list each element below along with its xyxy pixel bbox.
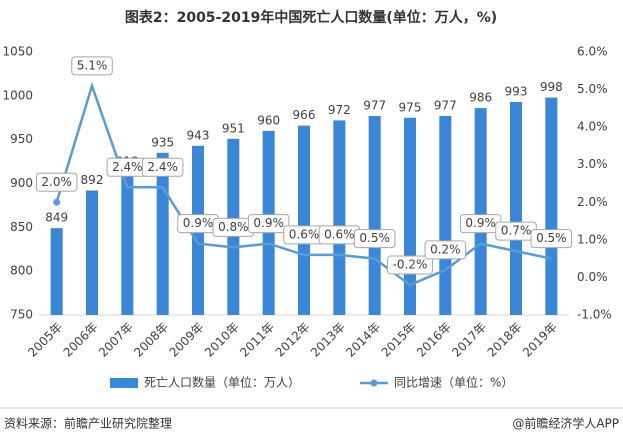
line-value-label: -0.2%: [393, 257, 428, 271]
x-tick-label: 2007年: [96, 320, 136, 360]
legend-label: 同比增速（单位：%）: [394, 375, 513, 390]
line-value-label: 0.6%: [324, 227, 355, 241]
bar-value-label: 977: [434, 98, 457, 112]
line: [55, 81, 552, 287]
x-tick-label: 2019年: [520, 320, 560, 360]
y2-tick-label: 1.0%: [577, 232, 608, 246]
line-value-label: 0.9%: [465, 216, 496, 230]
label-box: [424, 240, 467, 260]
bar-value-label: 960: [257, 113, 280, 127]
bar-value-label: 977: [363, 98, 386, 112]
bar: [545, 97, 558, 315]
y-tick-label: 1000: [2, 88, 33, 102]
line-marker: [53, 198, 61, 206]
line-value-label: 0.2%: [430, 242, 461, 256]
x-tick-label: 2018年: [485, 320, 525, 360]
bar-value-label: 943: [187, 128, 210, 142]
x-tick-label: 2016年: [414, 320, 454, 360]
y-tick-label: 950: [10, 132, 33, 146]
x-tick-label: 2009年: [167, 320, 207, 360]
legend-swatch: [110, 378, 138, 388]
line-value-label: 0.5%: [359, 231, 390, 245]
bar: [156, 152, 169, 315]
bar: [121, 172, 134, 315]
label-box: [530, 229, 573, 249]
bar: [439, 115, 452, 315]
y2-tick-label: 0.0%: [577, 270, 608, 284]
y-tick-label: 1050: [2, 45, 33, 59]
bar: [297, 125, 311, 315]
label-box: [247, 214, 290, 234]
line-value-label: 0.8%: [218, 220, 249, 234]
line-value-label: 0.9%: [183, 216, 214, 230]
chart-title: 图表2：2005-2019年中国死亡人口数量(单位：万人，%): [125, 9, 497, 26]
x-tick-label: 2012年: [273, 320, 313, 360]
bar-value-label: 975: [399, 100, 422, 114]
line-value-label: 2.4%: [147, 160, 178, 174]
source: 资料来源：前瞻产业研究院整理: [4, 416, 172, 431]
label-box: [35, 172, 78, 192]
y2-tick-label: 2.0%: [577, 195, 608, 209]
label-box: [71, 56, 113, 76]
y-tick-label: 850: [10, 220, 33, 234]
line-value-label: 0.9%: [253, 216, 284, 230]
bar-value-label: 935: [151, 135, 174, 149]
bar: [509, 101, 523, 315]
x-tick-label: 2013年: [308, 320, 348, 360]
x-tick-label: 2017年: [449, 320, 489, 360]
line-value-label: 2.0%: [41, 175, 72, 189]
bar-value-label: 998: [540, 80, 563, 94]
credit: @前瞻经济学人APP: [512, 416, 619, 431]
bar: [368, 115, 381, 315]
line-value-label: 2.4%: [112, 160, 143, 174]
bar-value-label: 966: [293, 108, 316, 122]
bar-value-label: 972: [328, 103, 351, 117]
y2-tick-label: 3.0%: [577, 157, 608, 171]
x-tick-label: 2015年: [379, 320, 419, 360]
bar: [85, 190, 99, 315]
y-tick-label: 800: [10, 264, 33, 278]
x-tick-label: 2008年: [131, 320, 171, 360]
bar: [474, 108, 487, 316]
line-value-label: 5.1%: [77, 58, 108, 72]
x-tick-label: 2005年: [25, 320, 65, 360]
x-tick-label: 2014年: [343, 320, 383, 360]
bar-value-label: 993: [505, 84, 528, 98]
x-tick-label: 2010年: [202, 320, 242, 360]
line-value-label: 0.7%: [501, 224, 532, 238]
bar-value-label: 986: [469, 91, 492, 105]
legend-swatch-marker: [370, 379, 378, 387]
y2-tick-label: 4.0%: [577, 120, 608, 134]
y2-tick-label: 6.0%: [577, 45, 608, 59]
label-box: [387, 255, 433, 275]
bar: [333, 120, 346, 315]
y-tick-label: 900: [10, 176, 33, 190]
line-value-label: 0.5%: [536, 231, 567, 245]
bar-value-label: 849: [45, 211, 68, 225]
line-value-label: 0.6%: [289, 227, 320, 241]
bar-value-label: 951: [222, 121, 245, 135]
x-tick-label: 2011年: [237, 320, 277, 360]
legend-label: 死亡人口数量（单位：万人）: [144, 375, 300, 390]
y2-tick-label: -1.0%: [577, 308, 612, 322]
y-tick-label: 750: [10, 308, 33, 322]
bar-value-label: 892: [81, 173, 104, 187]
label-box: [353, 229, 396, 249]
y2-tick-label: 5.0%: [577, 82, 608, 96]
label-box: [141, 157, 184, 177]
x-tick-label: 2006年: [61, 320, 101, 360]
bar: [50, 228, 63, 315]
